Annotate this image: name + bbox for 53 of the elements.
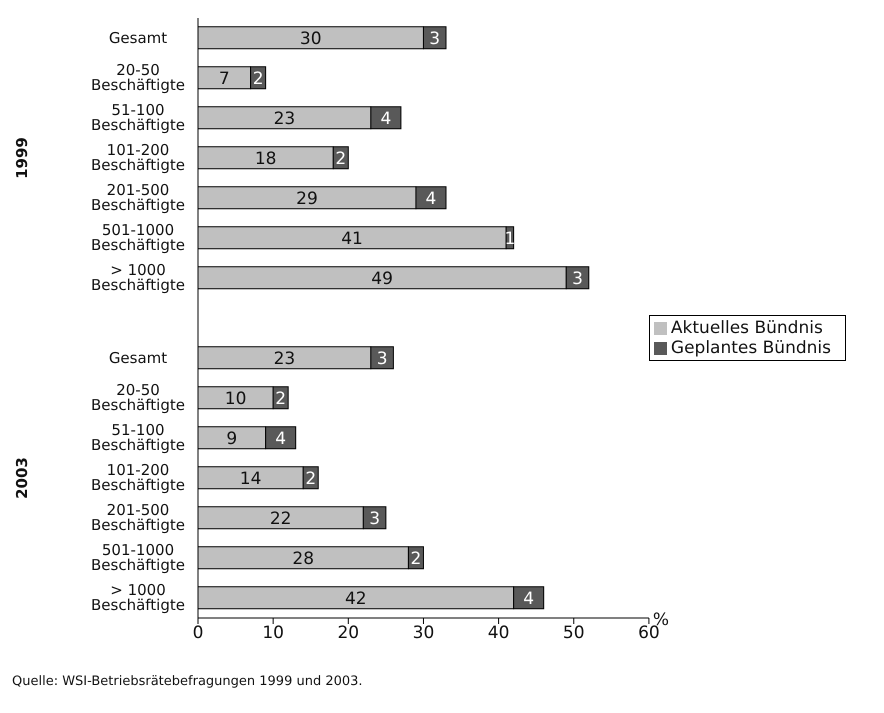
data-label: 30 <box>300 28 322 49</box>
y-tick-label: 501-1000 Beschäftigte <box>91 221 185 254</box>
y-tick-label: 51-100 Beschäftigte <box>91 101 185 134</box>
data-label: 23 <box>274 108 296 129</box>
y-tick-label: 20-50 Beschäftigte <box>91 61 185 94</box>
data-label: 23 <box>274 348 296 369</box>
data-label: 14 <box>240 468 262 489</box>
y-tick-label: > 1000 Beschäftigte <box>91 581 185 614</box>
data-label: 41 <box>341 228 363 249</box>
data-label: 1 <box>504 228 516 249</box>
data-label: 42 <box>344 588 367 609</box>
data-label: 4 <box>275 428 286 449</box>
y-tick-label: 51-100 Beschäftigte <box>91 421 185 454</box>
x-tick-label: 30 <box>412 623 434 644</box>
data-label: 2 <box>275 388 286 409</box>
y-tick-label: Gesamt <box>108 349 168 367</box>
x-tick-label: 0 <box>192 623 204 644</box>
data-label: 3 <box>572 268 583 289</box>
data-label: 49 <box>371 268 393 289</box>
y-tick-label: 101-200 Beschäftigte <box>91 461 185 494</box>
data-label: 9 <box>226 428 238 449</box>
data-label: 2 <box>305 468 316 489</box>
data-label: 4 <box>380 108 392 129</box>
y-tick-label: 501-1000 Beschäftigte <box>91 541 185 574</box>
x-tick-label: 40 <box>488 623 510 644</box>
data-label: 2 <box>335 148 346 169</box>
x-tick-label: 10 <box>262 623 284 644</box>
y-tick-label: 20-50 Beschäftigte <box>91 381 185 414</box>
data-label: 2 <box>410 548 422 569</box>
legend-label: Aktuelles Bündnis <box>670 318 823 338</box>
text: 2003 <box>13 457 31 499</box>
data-label: 29 <box>296 188 318 209</box>
data-label: 2 <box>252 68 264 89</box>
text: 1999 <box>13 137 31 179</box>
legend-label: Geplantes Bündnis <box>670 338 831 358</box>
data-label: 3 <box>369 508 380 529</box>
data-label: 28 <box>292 548 314 569</box>
y-tick-label: > 1000 Beschäftigte <box>91 261 185 294</box>
source-note: Quelle: WSI-Betriebsrätebefragungen 1999 und 2003. <box>12 674 364 689</box>
data-label: 4 <box>426 188 436 209</box>
data-label: 3 <box>376 348 388 369</box>
data-label: 7 <box>218 68 230 89</box>
x-tick-label: 20 <box>337 623 360 644</box>
data-label: 4 <box>523 588 534 609</box>
data-label: 18 <box>254 148 276 169</box>
y-tick-label: 101-200 Beschäftigte <box>91 141 185 174</box>
y-tick-label: Gesamt <box>108 29 168 47</box>
y-tick-label: 201-500 Beschäftigte <box>91 181 185 214</box>
data-label: 3 <box>429 28 440 49</box>
y-tick-label: 201-500 Beschäftigte <box>91 501 185 534</box>
x-tick-label: 50 <box>562 623 585 644</box>
data-label: 22 <box>270 508 292 529</box>
data-label: 10 <box>224 388 246 409</box>
